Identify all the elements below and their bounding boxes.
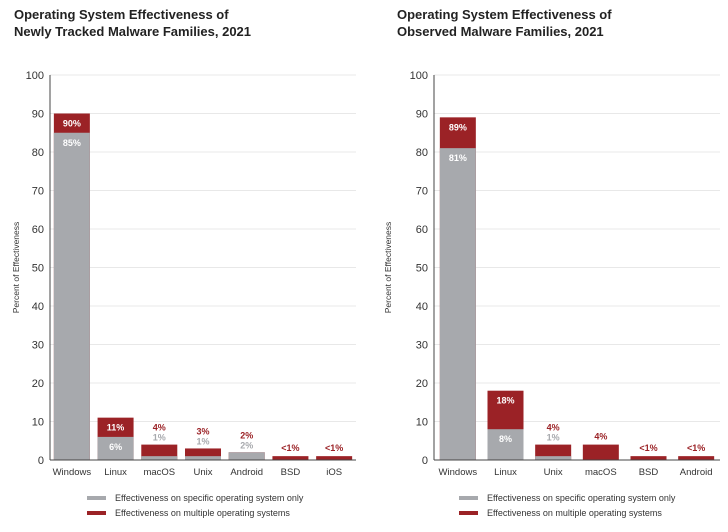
x-tick-label-linux: Linux (104, 467, 127, 478)
y-tick-label-60: 60 (32, 224, 44, 236)
x-tick-label-windows: Windows (439, 467, 478, 478)
bar-chart-observed: 0 10 20 30 40 50 60 70 80 90 100 Percent of Effecti… (383, 70, 720, 478)
data-label-specific-windows: 81% (449, 153, 467, 163)
chart-panel-newly-tracked: Operating System Effectiveness of Newly … (11, 6, 356, 520)
data-label-multiple-bsd: <1% (639, 443, 657, 453)
data-label-specific-linux: 6% (109, 442, 122, 452)
data-label-specific-macos: 1% (153, 433, 166, 443)
data-label-multiple-unix: 4% (547, 423, 560, 433)
data-label-specific-unix: 1% (547, 433, 560, 443)
legend-item-multiple: Effectiveness on multiple operating syst… (87, 505, 303, 520)
legend-label-multiple: Effectiveness on multiple operating syst… (487, 507, 662, 518)
x-tick-label-unix: Unix (193, 467, 212, 478)
y-tick-label-40: 40 (32, 301, 44, 313)
y-tick-label-60: 60 (416, 224, 428, 236)
data-label-specific-linux: 8% (499, 434, 512, 444)
y-tick-label-100: 100 (410, 70, 428, 82)
chart-legend: Effectiveness on specific operating syst… (459, 490, 675, 520)
y-axis-label: Percent of Effectiveness (383, 222, 393, 314)
y-tick-label-20: 20 (416, 378, 428, 390)
y-tick-label-80: 80 (32, 147, 44, 159)
y-tick-label-70: 70 (32, 186, 44, 198)
y-tick-label-30: 30 (416, 340, 428, 352)
bar-specific-android (228, 452, 265, 460)
y-tick-label-50: 50 (32, 263, 44, 275)
data-label-specific-windows: 85% (63, 138, 81, 148)
data-label-multiple-macos: 4% (153, 423, 166, 433)
legend-swatch-specific (459, 495, 478, 500)
data-label-multiple-linux: 18% (496, 396, 514, 406)
y-tick-label-40: 40 (416, 301, 428, 313)
y-tick-label-100: 100 (26, 70, 44, 82)
chart-legend: Effectiveness on specific operating syst… (87, 490, 303, 520)
bar-specific-macos (141, 456, 178, 460)
bar-multiple-bsd (272, 456, 309, 460)
y-tick-label-70: 70 (416, 186, 428, 198)
bar-multiple-bsd (630, 456, 667, 460)
bar-specific-linux (97, 436, 134, 460)
x-tick-label-ios: iOS (326, 467, 342, 478)
data-label-multiple-linux: 11% (107, 423, 125, 433)
x-tick-label-bsd: BSD (639, 467, 659, 478)
x-tick-label-bsd: BSD (281, 467, 301, 478)
bar-specific-unix (535, 456, 572, 460)
x-tick-label-macos: macOS (143, 467, 175, 478)
y-tick-label-30: 30 (32, 340, 44, 352)
chart-title-line-1: Operating System Effectiveness of (397, 7, 612, 22)
x-tick-label-unix: Unix (544, 467, 563, 478)
x-tick-label-linux: Linux (494, 467, 517, 478)
legend-swatch-multiple (459, 510, 478, 515)
data-label-multiple-windows: 89% (449, 122, 467, 132)
data-label-specific-android: 2% (240, 440, 253, 450)
x-tick-label-windows: Windows (53, 467, 92, 478)
chart-panel-observed: Operating System Effectiveness of Observ… (364, 0, 728, 532)
y-tick-label-90: 90 (416, 109, 428, 121)
data-label-multiple-unix: 3% (196, 426, 209, 436)
legend-item-specific: Effectiveness on specific operating syst… (459, 490, 675, 505)
data-label-multiple-android: 2% (240, 430, 253, 440)
legend-item-specific: Effectiveness on specific operating syst… (87, 490, 303, 505)
chart-title-line-2: Newly Tracked Malware Families, 2021 (14, 24, 252, 39)
chart-title-line-1: Operating System Effectiveness of (14, 7, 229, 22)
bar-specific-windows (53, 132, 90, 460)
y-tick-label-50: 50 (416, 263, 428, 275)
bar-specific-linux (487, 429, 524, 460)
legend-item-multiple: Effectiveness on multiple operating syst… (459, 505, 675, 520)
data-label-specific-unix: 1% (196, 436, 209, 446)
data-label-multiple-macos: 4% (594, 432, 607, 442)
chart-title: Operating System Effectiveness of Observ… (397, 6, 728, 40)
legend-label-specific: Effectiveness on specific operating syst… (487, 492, 676, 503)
x-tick-label-android: Android (230, 467, 263, 478)
data-label-multiple-bsd: <1% (281, 443, 299, 453)
y-tick-label-20: 20 (32, 378, 44, 390)
legend-label-specific: Effectiveness on specific operating syst… (115, 492, 304, 503)
data-label-multiple-android: <1% (687, 443, 705, 453)
y-tick-label-80: 80 (416, 147, 428, 159)
y-axis-label: Percent of Effectiveness (11, 222, 21, 314)
data-label-multiple-ios: <1% (325, 443, 343, 453)
legend-label-multiple: Effectiveness on multiple operating syst… (115, 507, 290, 518)
y-tick-label-10: 10 (416, 417, 428, 429)
legend-swatch-multiple (87, 510, 106, 515)
bar-specific-unix (185, 456, 221, 460)
y-tick-label-0: 0 (38, 455, 44, 467)
bar-multiple-macos (582, 444, 619, 460)
chart-title-line-2: Observed Malware Families, 2021 (397, 24, 604, 39)
x-tick-label-android: Android (680, 467, 713, 478)
bar-multiple-unix (185, 448, 221, 460)
chart-title: Operating System Effectiveness of Newly … (14, 6, 354, 40)
y-tick-label-10: 10 (32, 417, 44, 429)
bar-multiple-android (678, 456, 715, 460)
bar-specific-windows (439, 148, 476, 460)
bar-multiple-ios (316, 456, 353, 460)
legend-swatch-specific (87, 495, 106, 500)
y-tick-label-90: 90 (32, 109, 44, 121)
y-tick-label-0: 0 (422, 455, 428, 467)
bar-chart-newly-tracked: 0 10 20 30 40 50 60 70 80 90 100 Percent of Effecti… (11, 70, 356, 478)
data-label-multiple-windows: 90% (63, 119, 81, 129)
x-tick-label-macos: macOS (585, 467, 617, 478)
